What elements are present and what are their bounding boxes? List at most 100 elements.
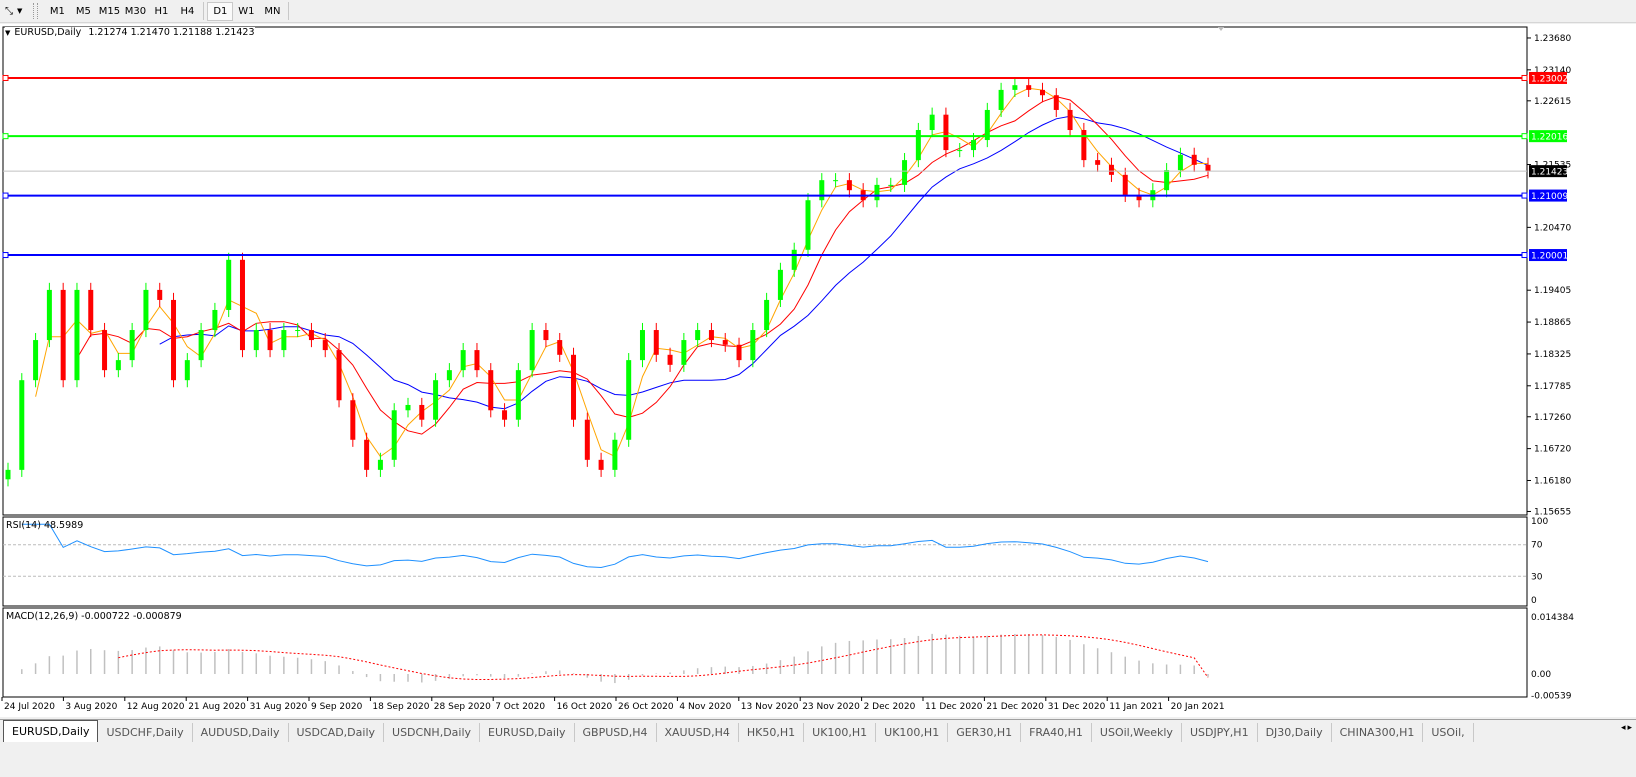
candle-body[interactable] [336,350,342,401]
candle-body[interactable] [1039,89,1045,96]
line-handle[interactable] [1521,133,1528,140]
candle-body[interactable] [419,404,425,420]
rsi-pane[interactable] [2,516,1528,607]
line-handle[interactable] [1521,74,1528,81]
candle-body[interactable] [405,404,411,411]
candle-body[interactable] [557,340,563,355]
candle-body[interactable] [1191,154,1197,165]
toolbar-grip[interactable] [33,3,39,19]
candle-body[interactable] [115,360,121,371]
candle-body[interactable] [1108,164,1114,175]
candle-body[interactable] [350,400,356,440]
candle-body[interactable] [171,299,177,381]
line-handle[interactable] [1521,192,1528,199]
candle-body[interactable] [722,340,728,345]
timeframe-d1[interactable]: D1 [207,1,234,21]
tab-usoil[interactable]: USOil, [1423,723,1474,742]
price-chart[interactable]: 1.236801.231401.226151.215351.204701.194… [0,24,1636,717]
line-handle[interactable] [2,192,9,199]
candle-body[interactable] [681,340,687,365]
candle-body[interactable] [805,200,811,250]
candle-body[interactable] [943,114,949,151]
candle-body[interactable] [143,289,149,331]
candle-body[interactable] [529,330,535,371]
scroll-left-icon[interactable]: ◂ [1620,723,1626,733]
candle-body[interactable] [929,114,935,131]
candle-body[interactable] [695,330,701,341]
candle-body[interactable] [212,309,218,331]
tab-usdjpy-h1[interactable]: USDJPY,H1 [1182,723,1258,742]
line-handle[interactable] [2,74,9,81]
candle-body[interactable] [295,330,301,332]
candle-body[interactable] [1164,170,1170,191]
candle-body[interactable] [764,299,770,331]
tab-usdchf-daily[interactable]: USDCHF,Daily [98,723,193,742]
candle-body[interactable] [5,469,11,480]
candle-body[interactable] [1122,174,1128,195]
macd-pane[interactable] [2,607,1528,698]
tab-uk100-h1[interactable]: UK100,H1 [804,723,877,742]
candle-body[interactable] [488,370,494,411]
candle-body[interactable] [667,354,673,365]
tab-ger30-h1[interactable]: GER30,H1 [948,723,1022,742]
candle-body[interactable] [957,150,963,152]
candle-body[interactable] [19,380,25,470]
candle-body[interactable] [364,439,370,470]
candle-body[interactable] [433,380,439,420]
candle-body[interactable] [543,330,549,341]
candle-body[interactable] [1205,164,1211,172]
candle-body[interactable] [1095,160,1101,165]
line-handle[interactable] [2,133,9,140]
candle-body[interactable] [819,180,825,201]
candle-body[interactable] [267,330,273,351]
candle-body[interactable] [74,289,80,381]
candle-body[interactable] [322,340,328,351]
candle-body[interactable] [1136,194,1142,201]
collapse-arrow-icon[interactable]: ▼ [5,28,11,37]
line-tool-button[interactable]: ⤡ ▼ [0,1,27,21]
candle-body[interactable] [308,330,314,341]
candle-body[interactable] [281,330,287,351]
timeframe-h1[interactable]: H1 [154,5,169,17]
shift-marker-icon[interactable] [1218,27,1224,31]
candle-body[interactable] [226,259,232,310]
dropdown-arrow-icon[interactable]: ▼ [17,7,23,15]
candle-body[interactable] [184,360,190,381]
candle-body[interactable] [88,289,94,331]
candle-body[interactable] [998,89,1004,110]
candle-body[interactable] [377,459,383,470]
tab-usdcad-daily[interactable]: USDCAD,Daily [289,723,385,742]
candle-body[interactable] [750,330,756,361]
tab-eurusd-daily[interactable]: EURUSD,Daily [480,723,575,742]
candle-body[interactable] [102,330,108,371]
candle-body[interactable] [846,180,852,191]
tab-audusd-daily[interactable]: AUDUSD,Daily [193,723,289,742]
candle-body[interactable] [474,350,480,371]
tab-gbpusd-h4[interactable]: GBPUSD,H4 [575,723,657,742]
candle-body[interactable] [984,109,990,141]
candle-body[interactable] [639,330,645,361]
scroll-right-icon[interactable]: ▸ [1627,723,1632,733]
candle-body[interactable] [791,249,797,270]
candle-body[interactable] [446,370,452,381]
main-pane[interactable] [2,26,1528,516]
candle-body[interactable] [46,289,52,341]
tab-uk100-h1[interactable]: UK100,H1 [876,723,949,742]
timeframe-m15[interactable]: M15 [98,5,121,17]
tab-usdcnh-daily[interactable]: USDCNH,Daily [384,723,481,742]
line-handle[interactable] [1521,252,1528,259]
candle-body[interactable] [708,330,714,341]
candle-body[interactable] [888,184,894,186]
tab-usoil-weekly[interactable]: USOil,Weekly [1092,723,1182,742]
candle-body[interactable] [515,370,521,420]
candle-body[interactable] [626,360,632,440]
tab-eurusd-daily[interactable]: EURUSD,Daily [3,720,99,742]
timeframe-h4[interactable]: H4 [180,5,195,17]
chart-window[interactable]: 1.236801.231401.226151.215351.204701.194… [0,24,1636,717]
candle-body[interactable] [736,344,742,361]
candle-body[interactable] [1053,95,1059,110]
timeframe-m1[interactable]: M1 [49,5,65,17]
candle-body[interactable] [502,410,508,420]
candle-body[interactable] [571,354,577,420]
candle-body[interactable] [902,160,908,185]
